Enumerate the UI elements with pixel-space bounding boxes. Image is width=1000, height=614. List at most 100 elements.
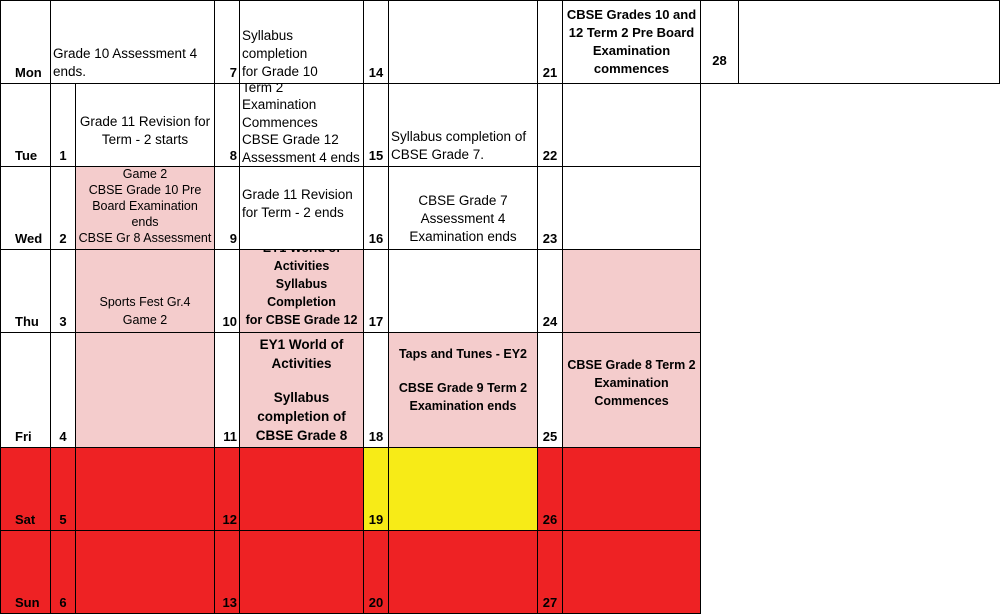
day-label-sat: Sat: [0, 448, 51, 531]
event-line: Examination ends: [409, 399, 517, 413]
date-number: 26: [538, 448, 563, 531]
event-line: Assessment 4 ends: [242, 149, 360, 165]
event-cell: Sports Fest Gr.4 Game 2: [76, 250, 215, 333]
day-label-thu: Thu: [0, 250, 51, 333]
date-number: 23: [538, 167, 563, 250]
event-line: Term - 2 starts: [101, 132, 189, 147]
weekend-cell: [240, 448, 364, 531]
date-number: 1: [51, 84, 76, 167]
date-number: 19: [364, 448, 389, 531]
date-number: 10: [215, 250, 240, 333]
event-line: Game 2: [122, 313, 168, 327]
event-cell: Taps and Tunes - EY2 CBSE Grade 9 Term 2 E…: [389, 333, 538, 448]
event-cell: [563, 250, 701, 333]
event-line: Syllabus: [273, 390, 330, 405]
date-number: 20: [364, 531, 389, 614]
date-number: 24: [538, 250, 563, 333]
event-line: Sports Fest Gr.4: [99, 295, 191, 309]
event-line: Examination ends: [409, 229, 517, 244]
date-number: 14: [364, 0, 389, 84]
date-number: 7: [215, 0, 240, 84]
event-line: for Term - 2 ends: [242, 205, 344, 220]
event-line: Examination: [592, 43, 671, 58]
date-number: 9: [215, 167, 240, 250]
date-number: 28: [701, 0, 739, 84]
event-line: Taps and Tunes - EY2: [398, 347, 528, 361]
event-cell: EY1 World of Activities Syllabus completion…: [240, 333, 364, 448]
event-line: CBSE Grade 8 Term 2: [567, 358, 696, 372]
day-label-wed: Wed: [0, 167, 51, 250]
event-cell: CBSE Grade 8 Term 2 Examination Commences: [563, 333, 701, 448]
holiday-cell: [389, 448, 538, 531]
date-number: 21: [538, 0, 563, 84]
date-number: 18: [364, 333, 389, 448]
event-line: CBSE Grade 7: [418, 193, 508, 208]
event-line: Syllabus Completion: [267, 277, 336, 309]
event-line: Examination: [594, 376, 669, 390]
date-number: 4: [51, 333, 76, 448]
date-number: 3: [51, 250, 76, 333]
empty-cell: [563, 167, 701, 250]
event-line: CBSE Grade 12: [242, 132, 339, 147]
event-line: Commences: [242, 114, 318, 130]
date-number: 27: [538, 531, 563, 614]
date-number: 16: [364, 167, 389, 250]
event-cell: Grade 11 Revision for Term - 2 starts: [76, 84, 215, 167]
event-cell: Grade 11 Revision for Term - 2 ends: [240, 167, 364, 250]
event-line: ends.: [53, 64, 87, 79]
weekend-cell: [76, 531, 215, 614]
event-line: Activities: [273, 259, 330, 273]
event-line: Assessment 4: [420, 211, 506, 226]
date-number: 22: [538, 84, 563, 167]
event-line: Commences: [594, 394, 669, 408]
weekend-cell: [76, 448, 215, 531]
event-line: CBSE Grades 10 and: [566, 7, 697, 22]
event-line: EY1 World of: [259, 337, 344, 352]
date-number: 5: [51, 448, 76, 531]
event-line: Term 2 Examination: [242, 84, 317, 112]
event-line: Grade 10 Assessment 4: [53, 46, 198, 61]
weekend-cell: [389, 531, 538, 614]
day-label-tue: Tue: [0, 84, 51, 167]
event-line: for CBSE Grade 12: [245, 313, 358, 327]
date-number: 11: [215, 333, 240, 448]
event-cell: Syllabus completion of CBSE Grade 7.: [389, 84, 538, 167]
empty-cell: [739, 0, 1000, 84]
date-number: 25: [538, 333, 563, 448]
date-number: 13: [215, 531, 240, 614]
event-line: commences: [593, 61, 670, 76]
date-number: 8: [215, 84, 240, 167]
event-cell: CBSE Grade 7 Assessment 4 Examination ends: [389, 167, 538, 250]
empty-cell: [389, 250, 538, 333]
event-line: 12 Term 2 Pre Board: [568, 25, 695, 40]
event-line: CBSE Gr 8 Assessment: [78, 231, 212, 245]
event-line: Activities: [271, 356, 332, 371]
event-line: Syllabus completion of: [391, 129, 527, 144]
event-cell: EY1 World of Activities Syllabus Completio…: [240, 250, 364, 333]
date-number: 2: [51, 167, 76, 250]
date-number: 12: [215, 448, 240, 531]
date-number: 15: [364, 84, 389, 167]
weekend-cell: [240, 531, 364, 614]
day-label-mon: Mon: [0, 0, 51, 84]
event-line: Syllabus completion: [242, 28, 308, 61]
event-line: CBSE Grade 10 Pre: [88, 183, 202, 197]
event-line: CBSE Grade 8: [255, 428, 348, 443]
event-line: Grade 11 Revision: [242, 187, 353, 202]
event-line: Board Examination ends: [92, 199, 198, 229]
date-number: 17: [364, 250, 389, 333]
empty-cell: [563, 84, 701, 167]
event-cell: [76, 333, 215, 448]
weekend-cell: [563, 448, 701, 531]
event-line: completion of: [257, 409, 346, 424]
event-cell: Grade 10 Assessment 4 ends.: [51, 0, 215, 84]
day-label-sun: Sun: [0, 531, 51, 614]
event-cell: Syllabus completion for Grade 10: [240, 0, 364, 84]
event-line: CBSE Grade 9 Term 2: [398, 381, 528, 395]
event-line: for Grade 10: [242, 64, 318, 79]
event-line: Grade 11 Revision for: [79, 114, 211, 129]
event-cell: CBSE Grades 10 and 12 Term 2 Pre Board Exa…: [563, 0, 701, 84]
